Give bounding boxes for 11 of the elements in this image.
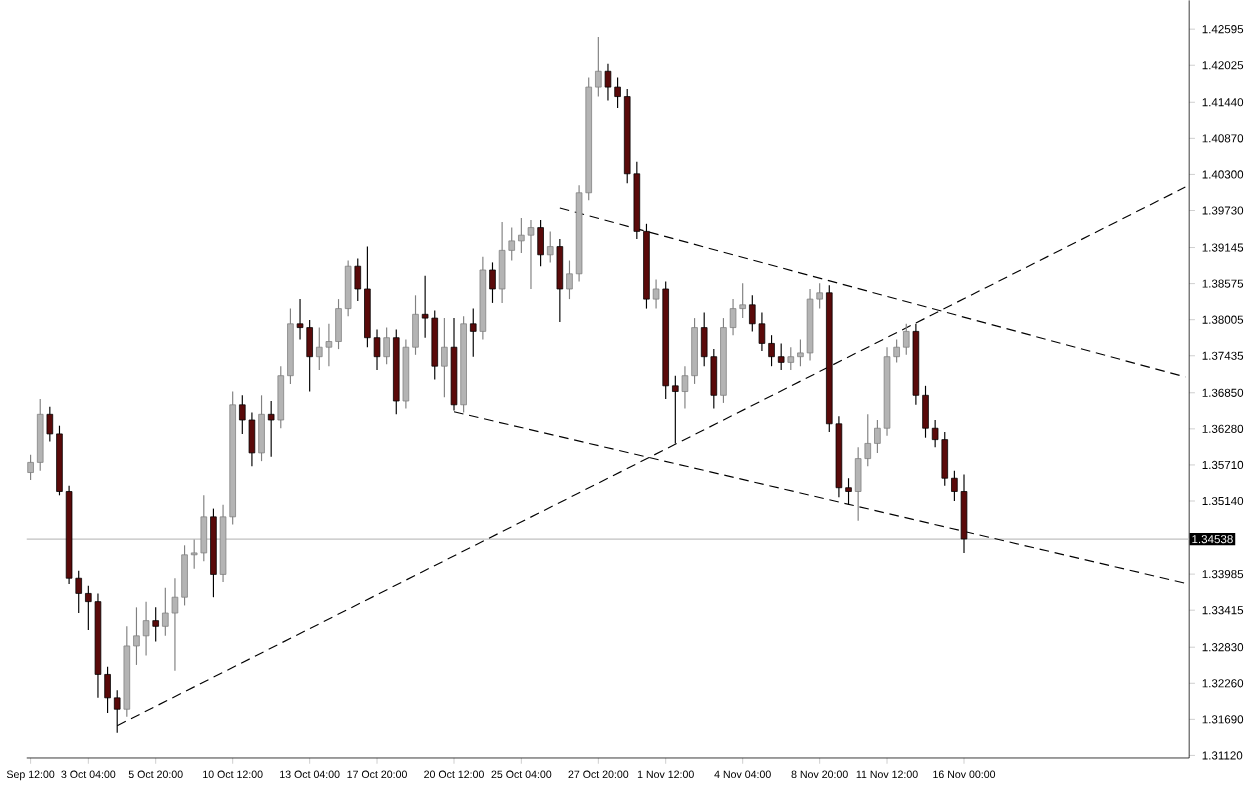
candlestick [267, 400, 275, 458]
candlestick [556, 238, 564, 323]
candlestick [152, 606, 159, 642]
candlestick [546, 230, 554, 263]
candlestick [469, 307, 477, 357]
candlestick [441, 317, 448, 398]
candlestick [258, 394, 265, 462]
candlestick [652, 278, 660, 309]
candlestick [489, 261, 496, 304]
candlestick [537, 219, 544, 267]
candlestick [383, 326, 390, 365]
